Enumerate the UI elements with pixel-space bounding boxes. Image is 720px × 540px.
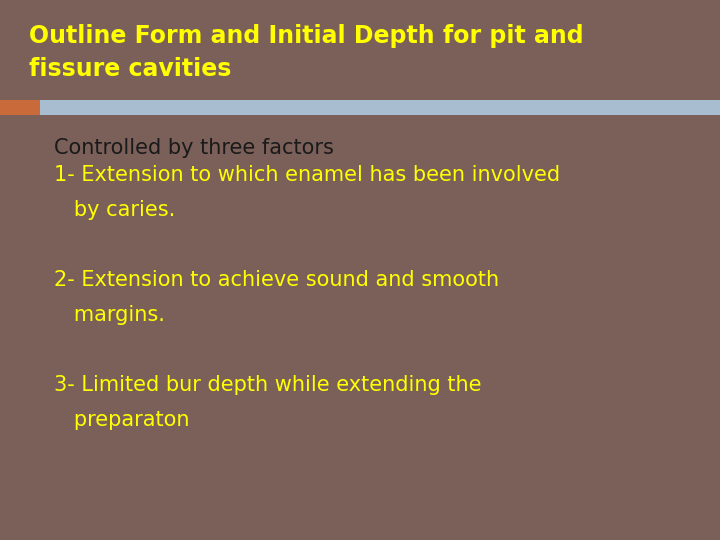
Bar: [0, 100, 40, 115]
Text: margins.: margins.: [54, 305, 165, 325]
Text: by caries.: by caries.: [54, 200, 175, 220]
Text: preparaton: preparaton: [54, 410, 189, 430]
Text: Outline Form and Initial Depth for pit and: Outline Form and Initial Depth for pit a…: [29, 24, 583, 48]
Text: 3- Limited bur depth while extending the: 3- Limited bur depth while extending the: [54, 375, 482, 395]
Text: 1- Extension to which enamel has been involved: 1- Extension to which enamel has been in…: [54, 165, 560, 185]
Text: Controlled by three factors: Controlled by three factors: [54, 138, 334, 158]
Text: fissure cavities: fissure cavities: [29, 57, 231, 80]
Bar: [0, 100, 720, 115]
Bar: [0, 0, 720, 108]
Text: 2- Extension to achieve sound and smooth: 2- Extension to achieve sound and smooth: [54, 270, 499, 290]
